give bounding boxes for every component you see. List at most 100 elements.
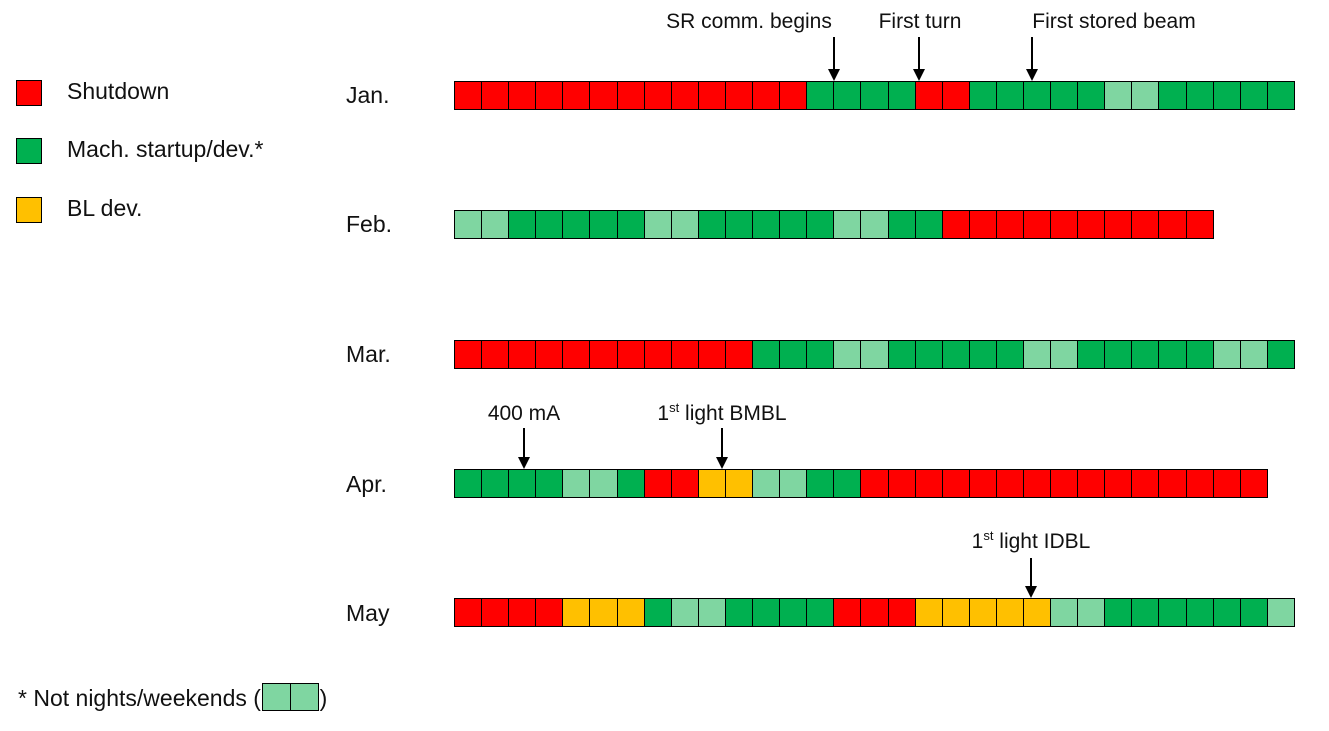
day-cell-machine-startup (1185, 340, 1214, 369)
annotation-first-light-bmbl-text: light BMBL (679, 402, 787, 425)
day-cell-machine-startup (779, 598, 808, 627)
footnote-prefix: * Not nights/weekends ( (18, 685, 261, 711)
day-cell-shutdown (995, 210, 1025, 239)
day-cell-machine-startup (589, 210, 618, 239)
day-cell-machine-startup-day-only (860, 340, 889, 369)
day-cell-machine-startup (1185, 81, 1214, 110)
day-cell-shutdown (589, 81, 618, 110)
day-cell-machine-startup (1239, 81, 1269, 110)
arrow-sr-comm-begins (828, 37, 840, 81)
day-cell-shutdown (562, 81, 591, 110)
arrow-first-turn (913, 37, 925, 81)
day-cell-machine-startup (806, 598, 835, 627)
day-cell-shutdown (1158, 210, 1187, 239)
day-cell-shutdown (724, 340, 754, 369)
annotation-first-light-bmbl-number: 1 (657, 402, 670, 425)
day-cell-shutdown (860, 469, 889, 498)
day-cell-shutdown (1212, 469, 1242, 498)
day-cell-machine-startup (995, 340, 1025, 369)
day-cell-machine-startup (752, 598, 781, 627)
day-cell-machine-startup-day-only (1131, 81, 1160, 110)
day-cell-machine-startup (1104, 340, 1133, 369)
day-cell-machine-startup (887, 210, 916, 239)
day-cell-machine-startup (806, 340, 835, 369)
day-cell-machine-startup (1239, 598, 1269, 627)
day-cell-machine-startup-day-only (670, 598, 700, 627)
legend-label-bl-dev: BL dev. (67, 195, 143, 221)
day-cell-shutdown (454, 598, 483, 627)
day-cell-shutdown (535, 598, 564, 627)
day-cell-machine-startup (752, 210, 781, 239)
day-cell-machine-startup (454, 469, 483, 498)
arrow-first-stored-beam (1026, 37, 1038, 81)
annotation-sr-comm-begins: SR comm. begins (666, 10, 832, 33)
day-cell-bl-dev (562, 598, 591, 627)
day-cell-machine-startup (616, 210, 645, 239)
day-cell-bl-dev (724, 469, 754, 498)
day-cell-shutdown (1185, 210, 1214, 239)
day-cell-shutdown (616, 340, 645, 369)
day-cell-machine-startup (1131, 598, 1160, 627)
day-cell-machine-startup (968, 340, 998, 369)
day-cell-machine-startup-day-only (1050, 340, 1079, 369)
day-cell-shutdown (535, 81, 564, 110)
day-cell-shutdown (670, 81, 700, 110)
day-cell-shutdown (914, 81, 943, 110)
day-cell-machine-startup (1266, 340, 1296, 369)
day-cell-machine-startup (752, 340, 781, 369)
day-cell-shutdown (968, 210, 998, 239)
day-cell-machine-startup (1131, 340, 1160, 369)
day-cell-shutdown (1239, 469, 1269, 498)
day-cell-shutdown (1185, 469, 1214, 498)
day-cell-shutdown (1077, 210, 1106, 239)
day-cell-shutdown (1131, 210, 1160, 239)
day-cell-machine-startup-day-only (1266, 598, 1296, 627)
day-row-may (454, 598, 1296, 627)
day-cell-machine-startup-day-only (454, 210, 483, 239)
day-cell-machine-startup (1050, 81, 1079, 110)
day-cell-machine-startup-day-only (562, 469, 591, 498)
day-cell-machine-startup (1185, 598, 1214, 627)
day-cell-shutdown (752, 81, 781, 110)
day-cell-shutdown (941, 469, 971, 498)
day-cell-bl-dev (1022, 598, 1052, 627)
day-cell-bl-dev (616, 598, 645, 627)
day-row-mar (454, 340, 1296, 369)
arrow-first-light-idbl (1025, 558, 1037, 598)
day-row-jan (454, 81, 1296, 110)
day-cell-machine-startup (562, 210, 591, 239)
day-cell-shutdown (535, 340, 564, 369)
day-cell-machine-startup (508, 469, 537, 498)
day-cell-bl-dev (995, 598, 1025, 627)
day-cell-machine-startup-day-only (833, 210, 862, 239)
day-cell-shutdown (508, 81, 537, 110)
day-cell-machine-startup (1022, 81, 1052, 110)
annotation-first-light-idbl-number: 1 (971, 530, 984, 553)
day-row-apr (454, 469, 1269, 498)
annotation-first-light-bmbl: 1st light BMBL (657, 400, 787, 426)
day-cell-machine-startup (1212, 598, 1242, 627)
annotation-first-light-bmbl-ordinal: st (669, 400, 680, 415)
day-cell-machine-startup (1158, 81, 1187, 110)
day-cell-shutdown (1077, 469, 1106, 498)
day-cell-machine-startup (481, 469, 510, 498)
footnote-swatch (261, 683, 319, 711)
annotation-400-ma: 400 mA (487, 402, 561, 425)
day-cell-bl-dev (589, 598, 618, 627)
legend-swatch-machine-startup (16, 138, 42, 164)
day-cell-bl-dev (914, 598, 943, 627)
month-label-may: May (346, 600, 390, 626)
day-cell-machine-startup (887, 340, 916, 369)
day-cell-machine-startup (616, 469, 645, 498)
day-cell-machine-startup (1077, 81, 1106, 110)
day-cell-shutdown (1050, 469, 1079, 498)
annotation-first-turn: First turn (878, 10, 962, 33)
day-cell-machine-startup (806, 81, 835, 110)
day-cell-machine-startup (643, 598, 673, 627)
day-cell-machine-startup (535, 469, 564, 498)
day-cell-shutdown (860, 598, 889, 627)
annotation-first-light-idbl-ordinal: st (983, 528, 994, 543)
day-cell-machine-startup (779, 340, 808, 369)
day-cell-shutdown (833, 598, 862, 627)
day-cell-machine-startup (914, 340, 943, 369)
